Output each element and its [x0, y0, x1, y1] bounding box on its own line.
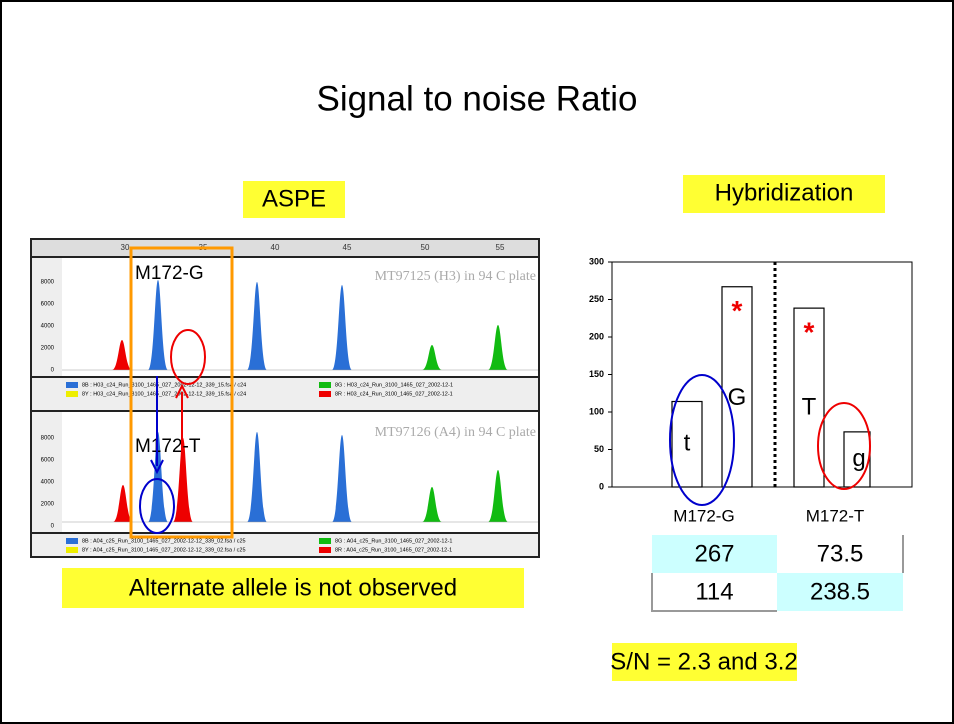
caption: Alternate allele is not observed — [129, 574, 457, 601]
asterisk: * — [804, 317, 815, 348]
ep-y-tick: 8000 — [41, 436, 55, 442]
y-tick-label: 250 — [589, 294, 604, 304]
x-tick-label: M172-G — [673, 506, 734, 525]
bar-label: g — [852, 445, 865, 472]
ep-y-tick: 2000 — [41, 502, 55, 508]
y-tick-label: 200 — [589, 331, 604, 341]
ep-file: 8G : A04_c25_Run_3100_1465_027_2002-12-1 — [335, 538, 452, 544]
ep-ruler — [32, 240, 538, 256]
ep-file: 8B : H03_c24_Run_3100_1465_027_2002-12-1… — [82, 382, 246, 388]
table-value: 238.5 — [810, 578, 870, 605]
sn-text: S/N = 2.3 and 3.2 — [610, 648, 797, 675]
bar-label: T — [802, 394, 817, 421]
table-value: 73.5 — [817, 540, 864, 567]
hyb-label: Hybridization — [715, 179, 854, 206]
ep-swatch — [66, 382, 78, 388]
slide-title: Signal to noise Ratio — [316, 79, 637, 118]
y-tick-label: 300 — [589, 256, 604, 266]
ep-file: 8B : A04_c25_Run_3100_1465_027_2002-12-1… — [82, 538, 246, 544]
x-tick-label: M172-T — [806, 506, 865, 525]
ep-marker: M172-G — [135, 263, 204, 284]
ep-sample: MT97125 (H3) in 94 C plate — [375, 269, 536, 284]
ep-file: 8Y : H03_c24_Run_3100_1465_027_2002-12-1… — [82, 391, 246, 397]
ep-swatch — [66, 391, 78, 397]
ep-axis — [32, 412, 62, 532]
y-tick-label: 100 — [589, 406, 604, 416]
ep-x-tick: 55 — [496, 243, 505, 252]
ep-x-tick: 45 — [343, 243, 352, 252]
ep-x-tick: 50 — [421, 243, 430, 252]
ep-swatch — [66, 538, 78, 544]
page: Signal to noise Ratio ASPE Hybridization… — [0, 0, 954, 724]
asterisk: * — [732, 295, 743, 326]
ep-y-tick: 2000 — [41, 346, 55, 352]
ep-axis — [32, 258, 62, 376]
ep-swatch — [319, 538, 331, 544]
ep-y-tick: 8000 — [41, 280, 55, 286]
ep-y-tick: 4000 — [41, 324, 55, 330]
y-tick-label: 50 — [594, 444, 604, 454]
ep-file: 8R : H03_c24_Run_3100_1465_027_2002-12-1 — [335, 391, 453, 397]
ep-y-tick: 4000 — [41, 480, 55, 486]
ep-swatch — [319, 391, 331, 397]
aspe-label: ASPE — [262, 185, 326, 212]
ep-x-tick: 40 — [271, 243, 280, 252]
table-value: 267 — [694, 540, 734, 567]
ep-swatch — [319, 382, 331, 388]
slide: Signal to noise Ratio ASPE Hybridization… — [0, 0, 954, 724]
ep-file: 8Y : A04_c25_Run_3100_1465_027_2002-12-1… — [82, 547, 246, 553]
ep-x-tick: 30 — [121, 243, 130, 252]
ep-marker: M172-T — [135, 436, 201, 457]
y-tick-label: 0 — [599, 481, 604, 491]
ep-y-tick: 6000 — [41, 302, 55, 308]
y-tick-label: 150 — [589, 369, 604, 379]
table-value: 114 — [695, 578, 733, 605]
bar-label: t — [684, 430, 691, 457]
ep-sample: MT97126 (A4) in 94 C plate — [375, 425, 536, 440]
ep-file: 8G : H03_c24_Run_3100_1465_027_2002-12-1 — [335, 382, 453, 388]
ep-file: 8R : A04_c25_Run_3100_1465_027_2002-12-1 — [335, 547, 452, 553]
ep-swatch — [66, 547, 78, 553]
ep-swatch — [319, 547, 331, 553]
ep-y-tick: 6000 — [41, 458, 55, 464]
